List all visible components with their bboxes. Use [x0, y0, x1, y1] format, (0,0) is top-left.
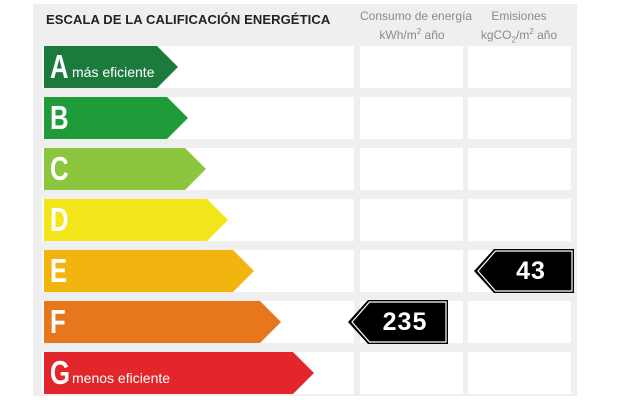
rating-arrow-f: F [44, 301, 281, 343]
scale-title: ESCALA DE LA CALIFICACIÓN ENERGÉTICA [46, 12, 331, 27]
emisiones-cell-a [468, 46, 571, 88]
rating-arrow-shape-d [44, 199, 228, 241]
consumo-cell-b [360, 97, 463, 139]
emisiones-indicator: 43 [474, 249, 574, 293]
rating-arrow-b: B [44, 97, 188, 139]
rating-letter-e: E [50, 252, 68, 289]
rating-sublabel-g: menos eficiente [72, 370, 171, 386]
consumo-cell-g [360, 352, 463, 394]
emisiones-indicator-shape [474, 249, 574, 293]
consumo-header-label: Consumo de energía [360, 9, 473, 23]
rating-letter-b: B [50, 99, 69, 136]
consumo-value: 235 [382, 308, 428, 336]
consumo-cell-e [360, 250, 463, 292]
emisiones-cell-g [468, 352, 571, 394]
rating-arrow-shape-a [44, 46, 178, 88]
emisiones-cell-b [468, 97, 571, 139]
consumo-indicator-border [351, 301, 447, 343]
emisiones-cell-f [468, 301, 571, 343]
consumo-cell-d [360, 199, 463, 241]
rating-letter-a: A [50, 48, 69, 85]
emisiones-cell-d [468, 199, 571, 241]
consumo-indicator: 235 [348, 300, 448, 344]
consumo-indicator-shape [348, 300, 448, 344]
rating-arrow-shape-b [44, 97, 188, 139]
consumo-cell-a [360, 46, 463, 88]
rating-letter-d: D [50, 201, 69, 238]
emisiones-header-label: Emisiones [491, 9, 547, 23]
rating-arrow-d: D [44, 199, 228, 241]
consumo-header-unit: kWh/m2 año [379, 27, 445, 42]
emisiones-column-header: Emisiones kgCO2/m2 año [467, 9, 571, 47]
rating-arrow-shape-f [44, 301, 281, 343]
rating-arrow-c: C [44, 148, 206, 190]
consumo-cell-c [360, 148, 463, 190]
rating-arrow-e: E [44, 250, 254, 292]
rating-arrow-shape-e [44, 250, 254, 292]
rating-letter-c: C [50, 150, 69, 187]
emisiones-indicator-border [477, 250, 573, 292]
emisiones-header-unit: kgCO2/m2 año [480, 27, 558, 45]
consumo-column-header: Consumo de energía kWh/m2 año [360, 9, 473, 43]
rating-arrow-shape-g [44, 352, 314, 394]
emisiones-cell-c [468, 148, 571, 190]
rating-sublabel-a: más eficiente [72, 64, 155, 80]
rating-letter-g: G [50, 354, 71, 391]
rating-letter-f: F [50, 303, 66, 340]
emisiones-value: 43 [516, 257, 546, 285]
rating-arrow-shape-c [44, 148, 206, 190]
